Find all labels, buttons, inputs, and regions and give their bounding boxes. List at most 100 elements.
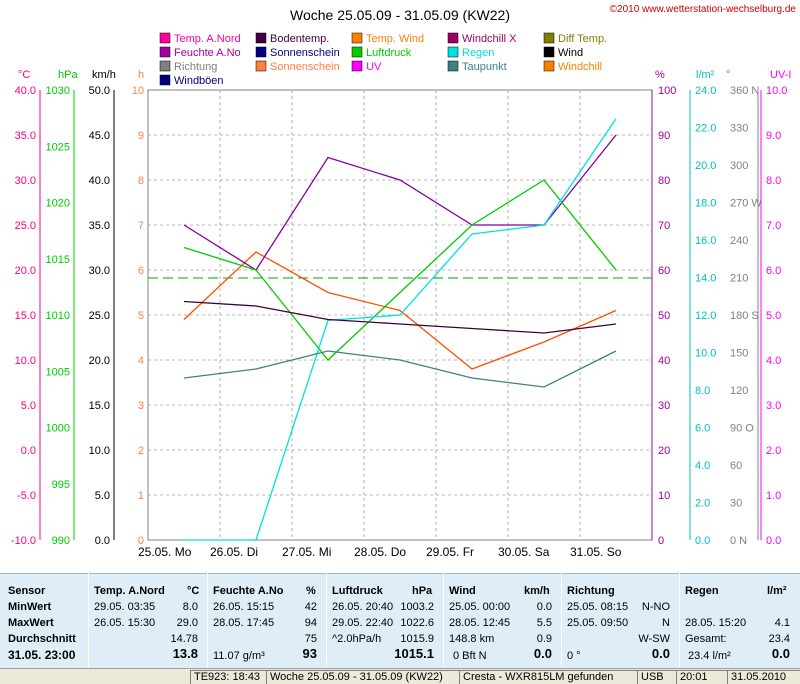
status-usb: USB [637, 670, 677, 684]
druck-avg-label: ^2.0hPa/h [332, 633, 382, 645]
legend-label: Windchill X [462, 33, 517, 45]
wind-min-time: 25.05. 00:00 [449, 601, 511, 613]
axis-rain-tick: 0.0 [695, 535, 710, 547]
status-device: Cresta - WXR815LM gefunden [459, 670, 638, 684]
legend-label: Diff Temp. [558, 33, 607, 45]
regen-gesamt-label: Gesamt: [685, 633, 727, 645]
axis-pct-tick: 100 [658, 85, 676, 97]
series-line-regen [184, 118, 617, 541]
feuchte-max-val: 94 [304, 617, 317, 629]
axis-kmh-tick: 5.0 [95, 490, 110, 502]
axis-deg-tick: 0 N [730, 535, 747, 547]
row-maxwert: MaxWert [8, 617, 54, 629]
temp-min-time: 29.05. 03:35 [94, 601, 156, 613]
richtung-min-time: 25.05. 08:15 [567, 601, 629, 613]
feuchte-min-val: 42 [304, 601, 317, 613]
axis-pct-tick: 0 [658, 535, 664, 547]
x-tick-label: 29.05. Fr [426, 545, 474, 559]
axis-unit-label: ° [726, 69, 730, 81]
wind-max-val: 5.5 [536, 617, 552, 629]
axis-deg-tick: 300 [730, 160, 748, 172]
legend-label: Richtung [174, 61, 217, 73]
hdr-druck: Luftdruck [332, 585, 383, 597]
row-durchschnitt: Durchschnitt [8, 633, 76, 645]
axis-kmh-tick: 45.0 [89, 130, 110, 142]
axis-uv-tick: 6.0 [766, 265, 781, 277]
axis-rain-tick: 16.0 [695, 235, 716, 247]
temp-max-val: 29.0 [176, 617, 198, 629]
legend-label: Sonnenschein [270, 47, 340, 59]
axis-hpa-tick: 1000 [46, 423, 70, 435]
wind-max-time: 28.05. 12:45 [449, 617, 511, 629]
legend-swatch [351, 46, 363, 58]
axis-pct-tick: 90 [658, 130, 670, 142]
axis-kmh-tick: 0.0 [95, 535, 110, 547]
feuchte-extra: 11.07 g/m³ [213, 650, 265, 662]
x-tick-label: 31.05. So [570, 545, 622, 559]
hdr-feuchte-unit: % [306, 585, 316, 597]
row-now: 31.05. 23:00 [8, 648, 76, 662]
legend-label: Bodentemp. [270, 33, 329, 45]
legend-label: Feuchte A.No [174, 47, 241, 59]
legend-swatch [543, 60, 555, 72]
x-tick-label: 27.05. Mi [282, 545, 331, 559]
richtung-max-time: 25.05. 09:50 [567, 617, 629, 629]
legend-label: Taupunkt [462, 61, 507, 73]
axis-temp-tick: 35.0 [15, 130, 36, 142]
status-period: Woche 25.05.09 - 31.05.09 (KW22) [266, 670, 460, 684]
axis-uv-tick: 4.0 [766, 355, 781, 367]
axis-unit-label: % [655, 69, 665, 81]
status-time: 20:01 [676, 670, 728, 684]
axis-h-tick: 10 [132, 85, 144, 97]
druck-min-time: 26.05. 20:40 [332, 601, 394, 613]
hdr-regen-unit: l/m² [767, 585, 787, 597]
series-line-taupunkt [183, 350, 617, 388]
axis-unit-label: h [138, 69, 144, 81]
axis-rain-tick: 12.0 [695, 310, 716, 322]
axis-deg-tick: 90 O [730, 423, 754, 435]
axis-rain-tick: 4.0 [695, 460, 710, 472]
axis-kmh-tick: 20.0 [89, 355, 110, 367]
axis-uv-tick: 5.0 [766, 310, 781, 322]
feuchte-avg: 75 [304, 633, 317, 645]
summary-table [0, 573, 800, 668]
axis-pct-tick: 30 [658, 400, 670, 412]
axis-temp-tick: 0.0 [21, 445, 36, 457]
axis-pct-tick: 50 [658, 310, 670, 322]
axis-h-tick: 2 [138, 445, 144, 457]
legend-label: Temp. Wind [366, 33, 424, 45]
axis-h-tick: 4 [138, 355, 144, 367]
legend-label: Sonnenschein [270, 61, 340, 73]
legend-label: Luftdruck [366, 47, 412, 59]
axis-temp-tick: -10.0 [11, 535, 36, 547]
x-tick-label: 25.05. Mo [138, 545, 192, 559]
axis-unit-label: °C [18, 69, 30, 81]
axis-hpa-tick: 990 [52, 535, 70, 547]
wind-min-val: 0.0 [536, 601, 552, 613]
axis-deg-tick: 30 [730, 498, 742, 510]
axis-rain-tick: 8.0 [695, 385, 710, 397]
axis-deg-tick: 210 [730, 273, 748, 285]
x-tick-label: 26.05. Di [210, 545, 258, 559]
hdr-wind-unit: km/h [524, 585, 550, 597]
axis-unit-label: UV-I [770, 69, 791, 81]
axis-pct-tick: 20 [658, 445, 670, 457]
axis-unit-label: km/h [92, 69, 116, 81]
axis-hpa-tick: 995 [52, 479, 70, 491]
axis-pct-tick: 10 [658, 490, 670, 502]
axis-rain-tick: 2.0 [695, 498, 710, 510]
druck-now: 1015.1 [394, 646, 434, 661]
status-date: 31.05.2010 [727, 670, 800, 684]
hdr-richtung: Richtung [567, 585, 615, 597]
axis-h-tick: 3 [138, 400, 144, 412]
axis-rain-tick: 10.0 [695, 348, 716, 360]
axis-temp-tick: 40.0 [15, 85, 36, 97]
axis-kmh-tick: 30.0 [89, 265, 110, 277]
legend-swatch [351, 32, 363, 44]
hdr-temp: Temp. A.Nord [94, 585, 165, 597]
legend-label: Windböen [174, 75, 224, 87]
druck-max-val: 1022.6 [400, 617, 434, 629]
series-line-bodentemp- [183, 300, 617, 334]
axis-hpa-tick: 1010 [46, 310, 70, 322]
axis-temp-tick: 5.0 [21, 400, 36, 412]
